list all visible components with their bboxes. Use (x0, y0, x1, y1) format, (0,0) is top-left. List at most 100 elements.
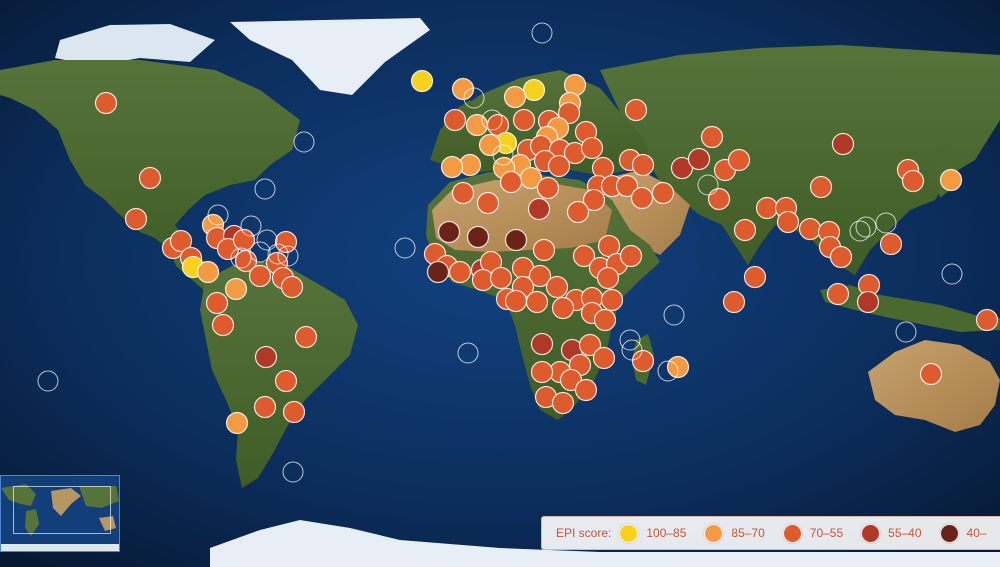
country-marker[interactable] (624, 98, 648, 122)
country-marker[interactable] (879, 232, 903, 256)
no-data-marker[interactable] (394, 237, 416, 259)
country-marker[interactable] (798, 217, 822, 241)
country-marker[interactable] (280, 275, 304, 299)
country-marker[interactable] (631, 153, 655, 177)
country-marker[interactable] (707, 187, 731, 211)
country-marker[interactable] (225, 411, 249, 435)
no-data-marker[interactable] (621, 339, 643, 361)
country-marker[interactable] (901, 169, 925, 193)
country-marker[interactable] (547, 154, 571, 178)
country-marker[interactable] (476, 191, 500, 215)
country-marker[interactable] (666, 355, 690, 379)
country-marker[interactable] (593, 308, 617, 332)
no-data-marker[interactable] (267, 243, 289, 265)
no-data-marker[interactable] (277, 245, 299, 267)
country-marker[interactable] (619, 244, 643, 268)
country-marker[interactable] (478, 133, 502, 157)
country-marker[interactable] (448, 260, 472, 284)
country-marker[interactable] (248, 264, 272, 288)
no-data-marker[interactable] (875, 212, 897, 234)
country-marker[interactable] (138, 166, 162, 190)
country-marker[interactable] (253, 395, 277, 419)
country-marker[interactable] (224, 277, 248, 301)
no-data-marker[interactable] (531, 22, 553, 44)
no-data-marker[interactable] (240, 215, 262, 237)
no-data-marker[interactable] (895, 321, 917, 343)
country-marker[interactable] (527, 197, 551, 221)
no-data-marker[interactable] (619, 329, 641, 351)
country-marker[interactable] (826, 282, 850, 306)
country-marker[interactable] (743, 265, 767, 289)
country-marker[interactable] (939, 168, 963, 192)
no-data-marker[interactable] (855, 216, 877, 238)
country-marker[interactable] (580, 136, 604, 160)
country-marker[interactable] (504, 228, 528, 252)
no-data-marker[interactable] (849, 220, 871, 242)
country-marker[interactable] (530, 360, 554, 384)
country-marker[interactable] (536, 176, 560, 200)
no-data-marker[interactable] (697, 174, 719, 196)
country-marker[interactable] (282, 400, 306, 424)
country-marker[interactable] (489, 266, 513, 290)
no-data-marker[interactable] (282, 461, 304, 483)
country-marker[interactable] (592, 346, 616, 370)
country-marker[interactable] (545, 275, 569, 299)
country-marker[interactable] (94, 91, 118, 115)
country-marker[interactable] (615, 174, 639, 198)
country-marker[interactable] (776, 210, 800, 234)
country-marker[interactable] (451, 77, 475, 101)
no-data-marker[interactable] (249, 241, 271, 263)
country-marker[interactable] (596, 266, 620, 290)
country-marker[interactable] (551, 296, 575, 320)
country-marker[interactable] (440, 155, 464, 179)
country-marker[interactable] (557, 101, 581, 125)
no-data-marker[interactable] (256, 229, 278, 251)
country-marker[interactable] (205, 291, 229, 315)
country-marker[interactable] (525, 290, 549, 314)
country-marker[interactable] (727, 148, 751, 172)
country-marker[interactable] (274, 230, 298, 254)
country-marker[interactable] (755, 196, 779, 220)
country-marker[interactable] (551, 391, 575, 415)
country-marker[interactable] (532, 238, 556, 262)
no-data-marker[interactable] (481, 109, 503, 131)
country-marker[interactable] (522, 78, 546, 102)
country-marker[interactable] (566, 200, 590, 224)
country-marker[interactable] (733, 218, 757, 242)
country-marker[interactable] (600, 288, 624, 312)
no-data-marker[interactable] (230, 247, 252, 269)
country-marker[interactable] (504, 289, 528, 313)
country-marker[interactable] (651, 181, 675, 205)
country-marker[interactable] (451, 181, 475, 205)
no-data-marker[interactable] (457, 342, 479, 364)
country-marker[interactable] (722, 290, 746, 314)
overview-minimap[interactable] (0, 475, 120, 552)
country-marker[interactable] (572, 244, 596, 268)
country-marker[interactable] (578, 333, 602, 357)
country-marker[interactable] (196, 260, 220, 284)
country-marker[interactable] (499, 170, 523, 194)
country-marker[interactable] (124, 207, 148, 231)
country-marker[interactable] (687, 147, 711, 171)
country-marker[interactable] (831, 132, 855, 156)
country-marker[interactable] (630, 186, 654, 210)
country-marker[interactable] (631, 349, 655, 373)
country-marker[interactable] (700, 125, 724, 149)
country-marker[interactable] (426, 260, 450, 284)
no-data-marker[interactable] (254, 178, 276, 200)
no-data-marker[interactable] (37, 370, 59, 392)
country-marker[interactable] (528, 264, 552, 288)
country-marker[interactable] (919, 362, 943, 386)
country-marker[interactable] (809, 175, 833, 199)
country-marker[interactable] (465, 113, 489, 137)
country-marker[interactable] (975, 308, 999, 332)
country-marker[interactable] (530, 332, 554, 356)
country-marker[interactable] (829, 245, 853, 269)
country-marker[interactable] (503, 85, 527, 109)
country-marker[interactable] (254, 345, 278, 369)
no-data-marker[interactable] (293, 131, 315, 153)
country-marker[interactable] (274, 369, 298, 393)
country-marker[interactable] (856, 290, 880, 314)
country-marker[interactable] (169, 229, 193, 253)
no-data-marker[interactable] (463, 87, 485, 109)
